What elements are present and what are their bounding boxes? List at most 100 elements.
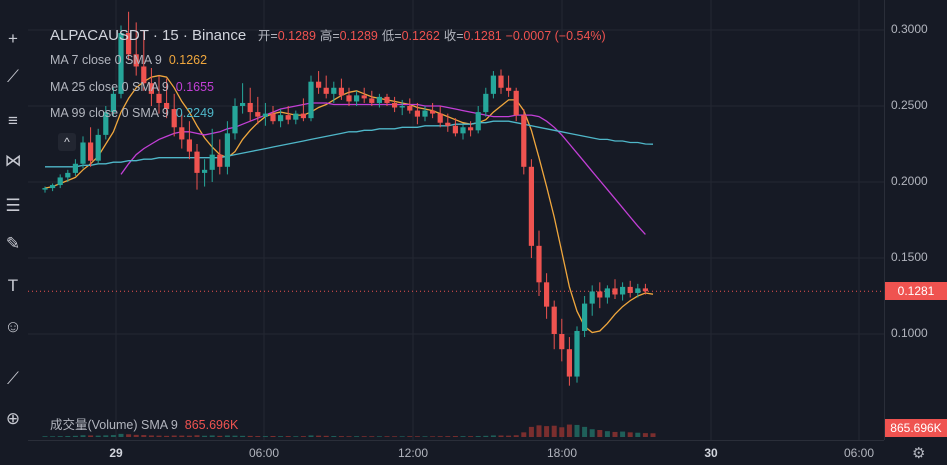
volume-bar [566, 424, 572, 437]
volume-bar [376, 436, 382, 437]
volume-bar [80, 435, 86, 437]
volume-bar [323, 435, 329, 437]
candle-body [452, 125, 458, 134]
ma7-legend[interactable]: MA 7 close 0 SMA 9 0.1262 [50, 53, 207, 67]
candle-body [118, 33, 124, 94]
volume-bar [240, 435, 246, 437]
volume-bar [635, 432, 641, 437]
low-label: 低= [381, 29, 402, 43]
volume-bar [612, 431, 618, 437]
volume-bar [544, 426, 550, 437]
candle-body [202, 169, 208, 173]
volume-bar [582, 426, 588, 437]
volume-bar [437, 436, 443, 437]
candle-body [171, 109, 177, 128]
volume-bar [475, 436, 481, 437]
candle-body [635, 288, 641, 293]
volume-bar [103, 435, 109, 437]
candle-body [521, 115, 527, 167]
candle-body [285, 115, 291, 120]
volume-bar [141, 435, 147, 437]
zoom-icon[interactable]: ⊕ [5, 409, 21, 428]
candle-body [384, 96, 390, 103]
volume-bar [574, 424, 580, 437]
horizontal-lines-icon[interactable]: ≡ [8, 111, 18, 130]
candle-body [103, 112, 109, 135]
candle-body [483, 93, 489, 113]
candle-body [437, 113, 443, 123]
interval-exchange[interactable]: · 15 · Binance [152, 27, 247, 44]
volume-bar [270, 435, 276, 437]
candle-body [88, 142, 94, 161]
volume-bar [300, 436, 306, 437]
candle-body [354, 95, 360, 102]
high-value: 0.1289 [339, 29, 378, 43]
candle-body [194, 151, 200, 173]
candle-body [110, 93, 116, 113]
candle-body [278, 115, 284, 122]
candle-body [422, 110, 428, 117]
price-chart[interactable] [28, 0, 884, 440]
volume-bar [445, 436, 451, 437]
candle-body [300, 113, 306, 119]
candle-body [506, 87, 512, 91]
candle-body [217, 154, 223, 167]
ma99-legend[interactable]: MA 99 close 0 SMA 9 0.2249 [50, 106, 214, 120]
volume-bar [430, 436, 436, 437]
volume-bar [57, 436, 63, 437]
candle-body [430, 110, 436, 114]
volume-bar [247, 435, 253, 437]
grid-lines [28, 0, 884, 440]
volume-bar [148, 435, 154, 437]
volume-bar [278, 436, 284, 437]
candle-body [361, 95, 367, 99]
candle-body [57, 177, 63, 186]
ma25-legend[interactable]: MA 25 close 0 SMA 9 0.1655 [50, 80, 214, 94]
symbol-title[interactable]: ALPACAUSDT [50, 27, 149, 44]
time-tick: 29 [109, 446, 123, 460]
volume-bar [597, 430, 603, 437]
volume-legend[interactable]: 成交量(Volume) SMA 9 865.696K [50, 414, 238, 433]
ma25-value: 0.1655 [175, 80, 214, 94]
candle-body [475, 112, 481, 131]
collapse-legend-button[interactable]: ^ [58, 133, 76, 151]
text-icon[interactable]: T [7, 276, 19, 295]
candle-body [376, 96, 382, 103]
time-axis[interactable]: 29 06:00 12:00 18:00 30 06:00 [28, 440, 884, 465]
volume-bar [72, 435, 78, 437]
price-axis[interactable]: 0.3000 0.2500 0.2000 0.1500 0.1000 0.128… [884, 0, 947, 440]
candle-body [414, 110, 420, 117]
volume-bar [452, 436, 458, 437]
candle-body [498, 75, 504, 88]
candle-body [50, 185, 56, 189]
candle-body [528, 166, 534, 246]
candle-body [316, 81, 322, 88]
ruler-icon[interactable]: ⟋ [7, 369, 19, 388]
candle-body [612, 288, 618, 295]
change-value: −0.0007 (−0.54%) [505, 29, 606, 43]
candle-body [224, 133, 230, 167]
volume-bar [551, 425, 557, 437]
candle-body [544, 282, 550, 307]
volume-bar [285, 436, 291, 437]
candle-body [642, 288, 648, 292]
volume-bar [65, 436, 71, 437]
crosshair-icon[interactable]: + [8, 29, 18, 48]
fib-icon[interactable]: ☰ [5, 196, 21, 215]
settings-gear-icon[interactable]: ⚙ [912, 445, 926, 462]
volume-bar [468, 436, 474, 437]
candle-body [141, 66, 147, 84]
candle-body [589, 291, 595, 304]
time-tick: 06:00 [248, 446, 280, 460]
candle-body [133, 54, 139, 67]
volume-bar [110, 435, 116, 437]
trend-line-icon[interactable]: ⟋ [7, 67, 19, 86]
candle-body [513, 90, 519, 116]
price-tick: 0.3000 [891, 22, 928, 36]
volume-bar [118, 433, 124, 437]
candle-body [95, 134, 101, 161]
volume-bars [42, 424, 656, 437]
brush-icon[interactable]: ✎ [5, 234, 21, 253]
pattern-icon[interactable]: ⋈ [4, 151, 22, 170]
emoji-icon[interactable]: ☺ [4, 317, 22, 336]
